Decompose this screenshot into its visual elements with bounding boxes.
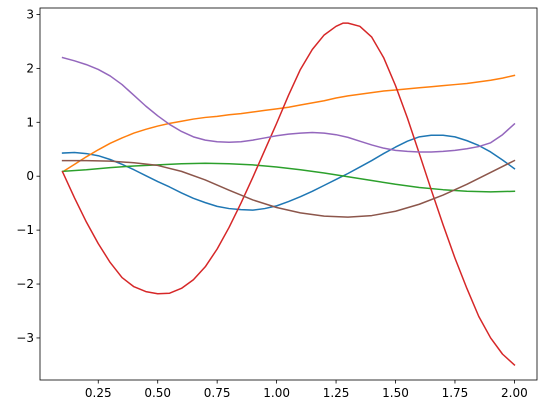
y-tick-label: 3 [26,7,34,21]
x-tick-label: 1.50 [382,386,409,400]
series-layer [61,22,516,366]
plot-frame [39,7,538,381]
x-axis: 0.25 0.50 0.75 1.00 1.25 1.50 1.75 2.00 [85,380,528,400]
series-line-2 [61,74,516,173]
y-tick-label: −3 [16,331,34,345]
series-line-6 [61,159,516,218]
plot-background [40,8,537,380]
y-tick-label: 1 [26,115,34,129]
y-tick-label: −1 [16,223,34,237]
series-line-5 [61,56,516,153]
x-tick-label: 1.25 [323,386,350,400]
y-tick-label: −2 [16,277,34,291]
series-line-1 [61,134,516,211]
x-tick-label: 0.25 [85,386,112,400]
x-tick-label: 0.75 [204,386,231,400]
x-tick-label: 0.50 [144,386,171,400]
series-line-3 [61,162,516,193]
y-tick-label: 0 [26,169,34,183]
x-tick-label: 1.00 [263,386,290,400]
y-tick-label: 2 [26,61,34,75]
x-tick-label: 2.00 [501,386,528,400]
series-line-4 [61,22,516,366]
y-axis: −3 −2 −1 0 1 2 3 [16,7,40,345]
x-tick-label: 1.75 [442,386,469,400]
